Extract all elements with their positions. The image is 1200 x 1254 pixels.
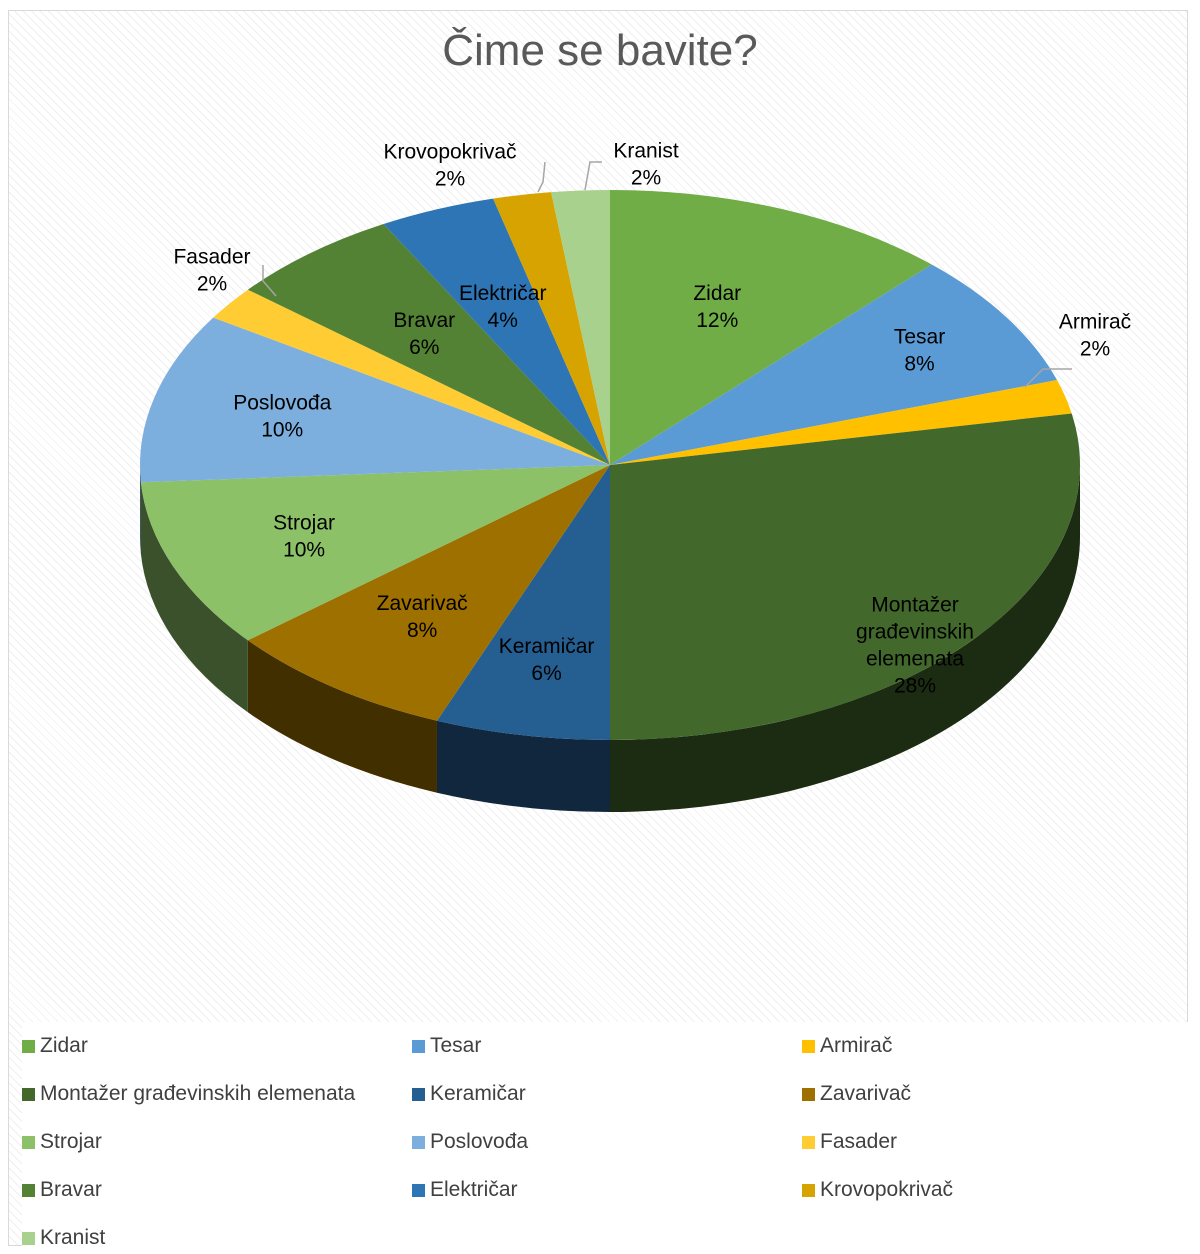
data-label-kranist: Kranist 2% xyxy=(613,140,679,190)
data-label-strojar: Strojar 10% xyxy=(273,511,335,561)
data-label-elektricar: Električar 4% xyxy=(459,282,547,332)
legend-label: Bravar xyxy=(40,1178,102,1201)
pie-side-poslovoda xyxy=(140,465,141,555)
legend-item-poslovoda: Poslovođa xyxy=(412,1128,528,1156)
legend-swatch xyxy=(22,1231,35,1245)
legend-label: Fasader xyxy=(820,1130,898,1153)
data-label-fasader: Fasader 2% xyxy=(173,246,250,296)
pie-slice-strojar xyxy=(140,465,611,641)
pie-data-labels: Zidar 12% Tesar 8% Armirač 2% Montažer građevin… xyxy=(173,140,1131,698)
pie-slices xyxy=(140,190,1080,740)
data-label-bravar: Bravar 6% xyxy=(393,309,455,359)
pie-slice-zavarivac xyxy=(247,465,611,721)
legend-swatch xyxy=(412,1135,425,1149)
legend-item-elektricar: Električar xyxy=(412,1176,518,1204)
legend-label: Električar xyxy=(430,1178,518,1201)
legend-item-zavarivac: Zavarivač xyxy=(802,1080,911,1108)
leader-line-armirac xyxy=(1024,368,1072,388)
pie-depth-sides xyxy=(140,465,1080,812)
legend-swatch xyxy=(22,1087,35,1101)
legend-label: Keramičar xyxy=(430,1082,526,1105)
legend-label: Zidar xyxy=(40,1034,88,1057)
legend-item-montazer-gradevinskih-elemenata: Montažer građevinskih elemenata xyxy=(22,1080,355,1108)
pie-slice-keramicar xyxy=(436,465,610,740)
pie-slice-montazer-gradevinskih-elemenata xyxy=(610,413,1080,740)
data-label-armirac: Armirač 2% xyxy=(1059,311,1131,361)
data-label-poslovoda: Poslovođa 10% xyxy=(233,391,331,441)
legend-swatch xyxy=(22,1183,35,1197)
legend-label: Krovopokrivač xyxy=(820,1178,954,1201)
pie-slice-armirac xyxy=(610,380,1072,465)
leader-line-krovopokrivac xyxy=(537,161,546,193)
legend-label: Montažer građevinskih elemenata xyxy=(40,1082,356,1105)
pie-slice-poslovoda xyxy=(140,317,611,483)
pie-slice-fasader xyxy=(213,289,610,465)
pie-slice-elektricar xyxy=(383,198,610,465)
pie-slice-zidar xyxy=(610,190,932,465)
leader-line-fasader xyxy=(262,265,277,297)
legend-item-kranist: Kranist xyxy=(22,1224,105,1252)
legend-swatch xyxy=(802,1183,815,1197)
legend-label: Kranist xyxy=(40,1226,106,1249)
legend-label: Tesar xyxy=(430,1034,482,1057)
legend-swatch xyxy=(412,1087,425,1101)
legend-swatch xyxy=(22,1039,35,1053)
legend: Zidar Tesar Armirač Montažer građevinskih e… xyxy=(22,1022,1188,1249)
legend-label: Strojar xyxy=(40,1130,102,1153)
legend-item-armirac: Armirač xyxy=(802,1032,892,1060)
pie-slice-krovopokrivac xyxy=(493,192,610,465)
legend-label: Poslovođa xyxy=(430,1130,529,1153)
legend-swatch xyxy=(802,1135,815,1149)
pie-leader-lines xyxy=(262,161,1072,388)
legend-item-fasader: Fasader xyxy=(802,1128,897,1156)
data-label-zavarivac: Zavarivač 8% xyxy=(377,592,468,642)
legend-item-bravar: Bravar xyxy=(22,1176,102,1204)
data-label-tesar: Tesar 8% xyxy=(894,326,945,376)
pie-slice-tesar xyxy=(610,264,1057,465)
legend-label: Armirač xyxy=(820,1034,893,1057)
legend-item-strojar: Strojar xyxy=(22,1128,102,1156)
data-label-keramicar: Keramičar 6% xyxy=(499,635,595,685)
pie-slice-kranist xyxy=(551,190,610,465)
legend-swatch xyxy=(412,1039,425,1053)
legend-label: Zavarivač xyxy=(820,1082,912,1105)
legend-swatch xyxy=(22,1135,35,1149)
chart-title: Čime se bavite? xyxy=(442,26,758,75)
pie-side-strojar xyxy=(140,482,248,713)
pie-side-keramicar xyxy=(436,720,610,812)
legend-item-krovopokrivac: Krovopokrivač xyxy=(802,1176,953,1204)
data-label-montazer-gradevinskih-elemenata: Montažer građevinskih elemenata 28% xyxy=(856,594,974,698)
pie-slice-bravar xyxy=(247,224,611,465)
legend-item-tesar: Tesar xyxy=(412,1032,481,1060)
pie-chart: Zidar 12% Tesar 8% Armirač 2% Montažer građevin… xyxy=(140,140,1131,812)
pie-side-montazer-gradevinskih-elemenata xyxy=(610,465,1080,812)
data-label-zidar: Zidar 12% xyxy=(693,282,741,332)
legend-item-zidar: Zidar xyxy=(22,1032,88,1060)
legend-swatch xyxy=(412,1183,425,1197)
legend-item-keramicar: Keramičar xyxy=(412,1080,526,1108)
data-label-krovopokrivac: Krovopokrivač 2% xyxy=(383,141,516,191)
pie-side-zavarivac xyxy=(247,640,437,793)
legend-swatch xyxy=(802,1039,815,1053)
legend-swatch xyxy=(802,1087,815,1101)
leader-line-kranist xyxy=(584,161,602,191)
